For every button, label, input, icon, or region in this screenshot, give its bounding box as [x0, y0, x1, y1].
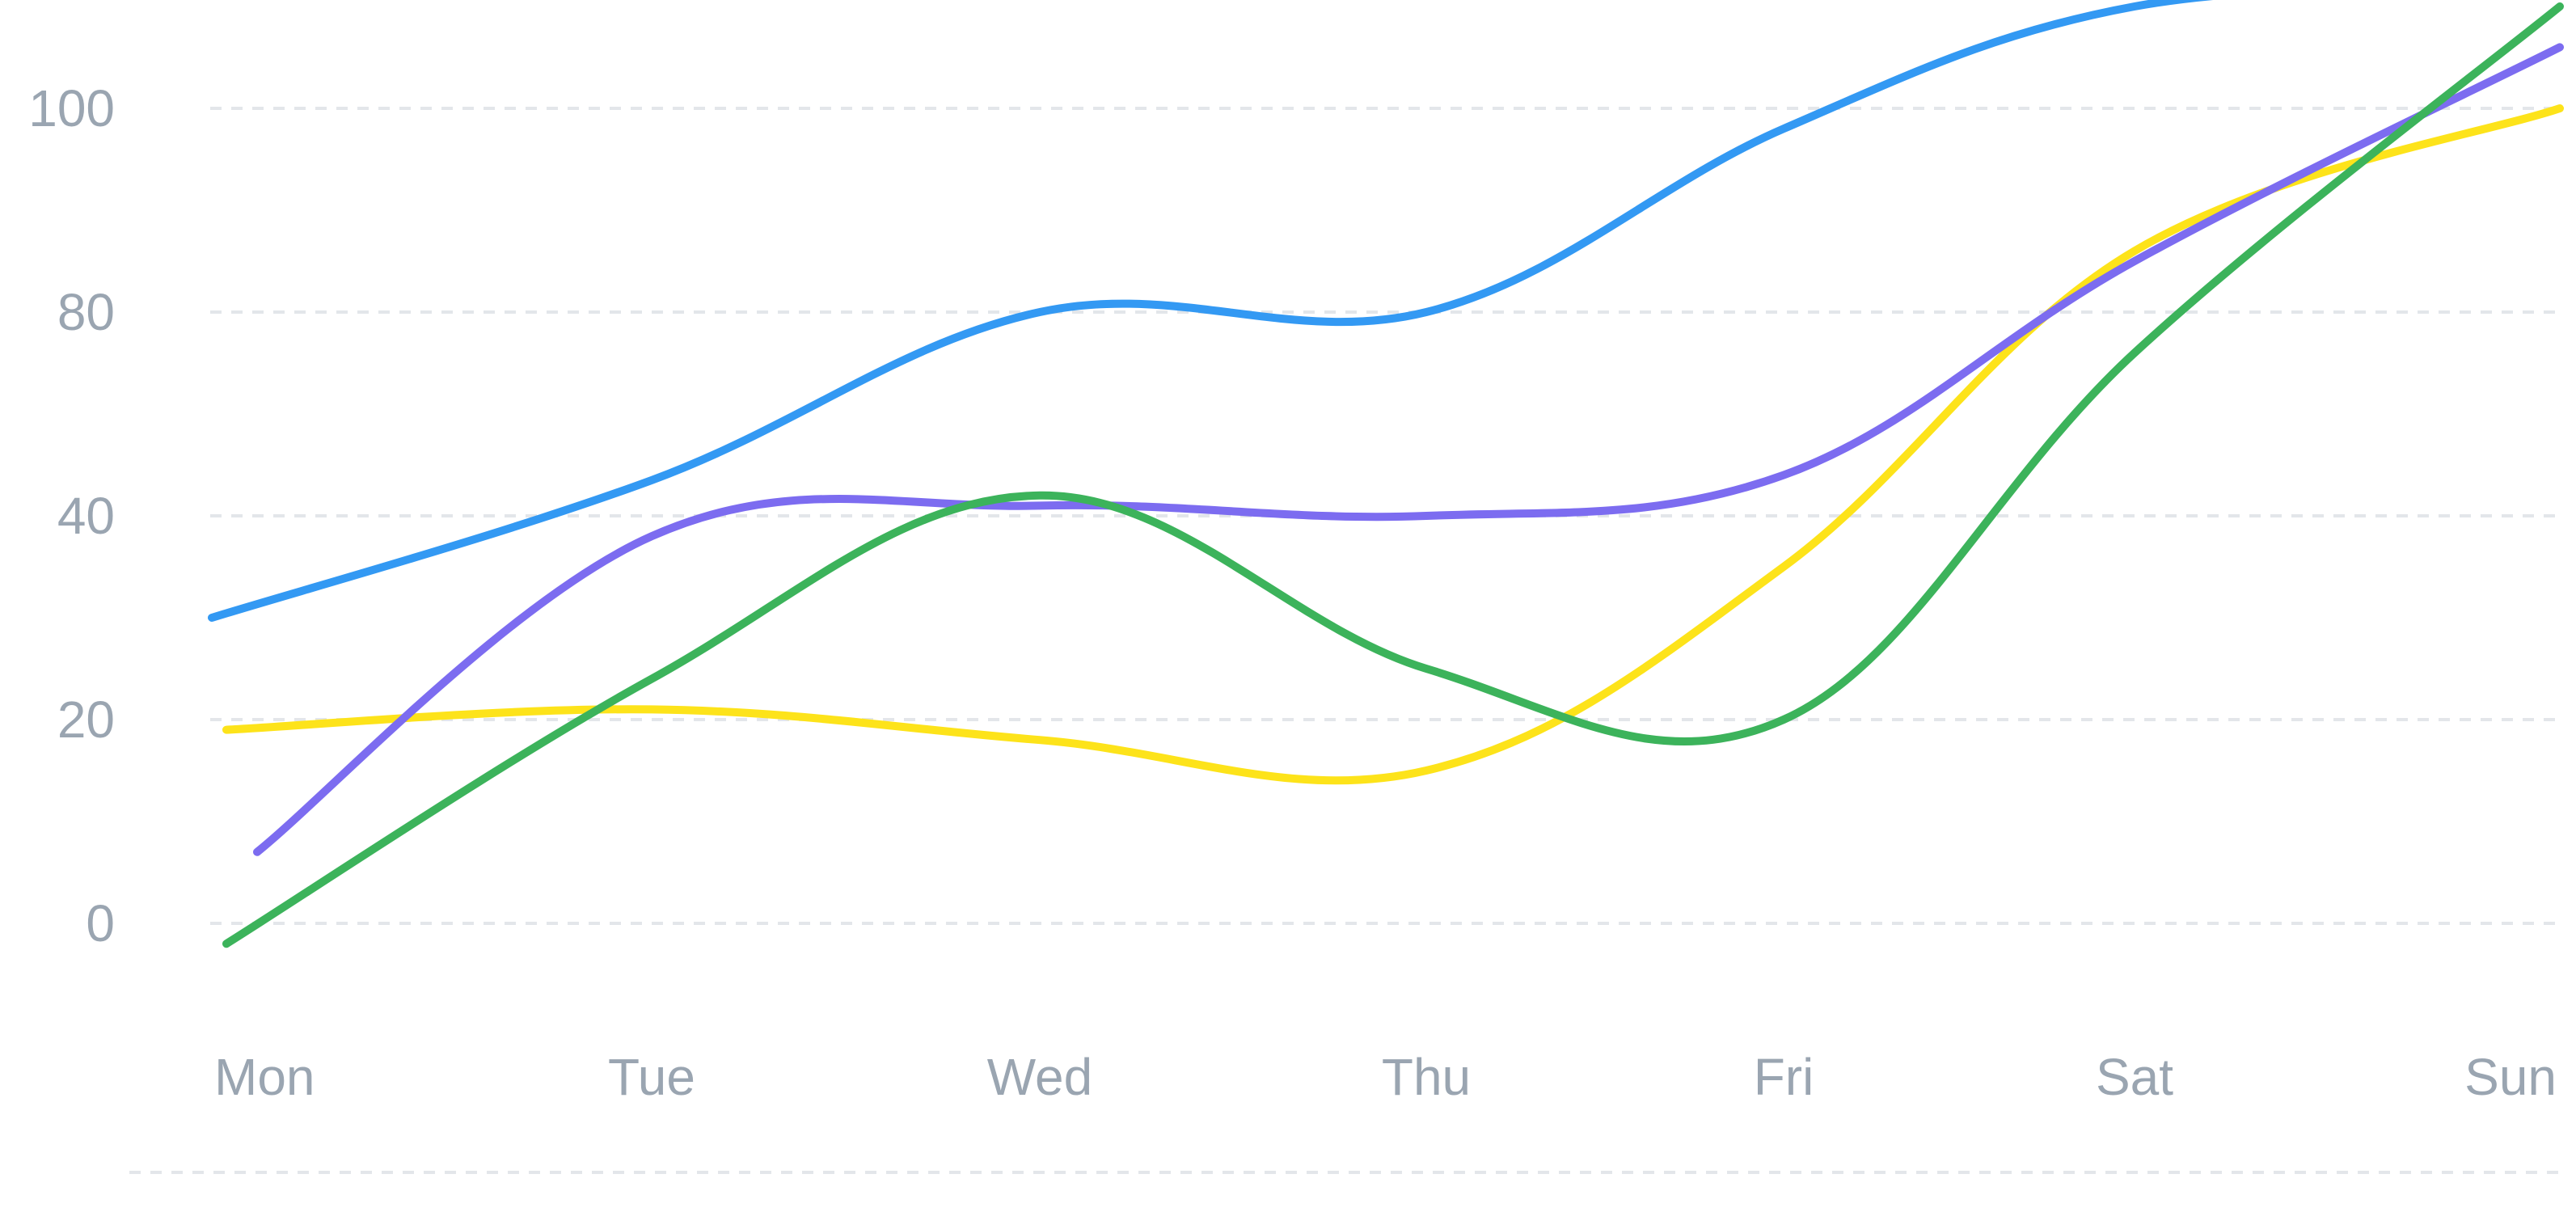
grid-lines: [210, 107, 2563, 925]
series-lines: [208, 0, 2564, 948]
x-tick-label: Thu: [1382, 1048, 1471, 1106]
y-tick-label: 40: [57, 487, 115, 545]
y-tick-label: 80: [57, 283, 115, 341]
series-line-3: [222, 2, 2564, 948]
x-tick-label: Wed: [987, 1048, 1092, 1106]
y-tick-label: 100: [28, 79, 115, 137]
series-line-1: [208, 0, 2214, 622]
series-line-4: [222, 104, 2564, 785]
series-line-2: [253, 43, 2564, 856]
x-tick-label: Mon: [214, 1048, 315, 1106]
y-tick-label: 0: [86, 894, 115, 952]
x-tick-label: Sat: [2096, 1048, 2173, 1106]
y-tick-label: 20: [57, 690, 115, 749]
x-tick-label: Sun: [2464, 1048, 2557, 1106]
y-axis-ticks: 0 20 40 80 100: [28, 79, 115, 952]
x-axis-ticks: Mon Tue Wed Thu Fri Sat Sun: [214, 1048, 2557, 1106]
x-tick-label: Tue: [608, 1048, 695, 1106]
x-tick-label: Fri: [1754, 1048, 1814, 1106]
